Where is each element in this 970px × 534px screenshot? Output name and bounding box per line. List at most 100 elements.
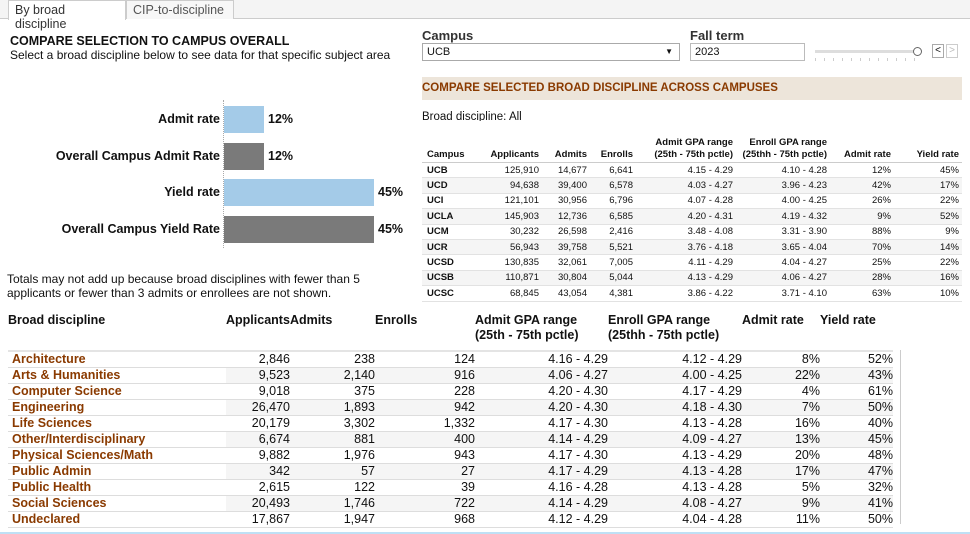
cell: 12,736 [542, 208, 590, 225]
cell: 4.14 - 4.29 [475, 431, 608, 448]
cell: 6,578 [590, 177, 636, 194]
campus-row[interactable]: UCI 121,101 30,956 6,796 4.07 - 4.28 4.00 - 4… [422, 193, 962, 210]
campus-row[interactable]: UCSC 68,845 43,054 4,381 3.86 - 4.22 3.71 - 4… [422, 285, 962, 302]
row-label[interactable]: Life Sciences [8, 415, 226, 432]
tab-cip-to-discipline[interactable]: CIP-to-discipline [126, 0, 234, 19]
discipline-row[interactable]: Architecture 2,846 238 124 4.16 - 4.29 4.12 -… [8, 350, 893, 368]
cell: 13% [742, 431, 820, 448]
column-header: Broad discipline [8, 313, 106, 327]
overview-title: COMPARE SELECTION TO CAMPUS OVERALL [10, 34, 290, 48]
row-label: UCSC [422, 285, 472, 302]
slider-handle[interactable] [913, 47, 922, 56]
cell: 4.10 - 4.28 [736, 162, 830, 179]
column-header: Admits [290, 313, 333, 327]
campus-row[interactable]: UCLA 145,903 12,736 6,585 4.20 - 4.31 4.19 - … [422, 208, 962, 225]
bar[interactable] [224, 216, 374, 243]
bar-axis [223, 100, 224, 248]
discipline-row[interactable]: Public Health 2,615 122 39 4.16 - 4.28 4.13 -… [8, 479, 893, 496]
tab-by-broad-discipline[interactable]: By broad discipline [8, 0, 126, 31]
cell: 9,018 [226, 383, 290, 400]
row-label[interactable]: Arts & Humanities [8, 367, 226, 384]
campus-compare-table: Campus Applicants Admits Enrolls Admit GPA r… [422, 136, 962, 302]
row-label[interactable]: Physical Sciences/Math [8, 447, 226, 464]
discipline-row[interactable]: Other/Interdisciplinary 6,674 881 400 4.14 -… [8, 431, 893, 448]
discipline-row[interactable]: Public Admin 342 57 27 4.17 - 4.29 4.13 - 4.2… [8, 463, 893, 480]
cell: 26% [830, 193, 894, 210]
table-scrollbar[interactable] [900, 350, 901, 524]
cell: 6,674 [226, 431, 290, 448]
cell: 4.17 - 4.30 [475, 447, 608, 464]
cell: 2,615 [226, 479, 290, 496]
cell: 4.17 - 4.29 [608, 383, 742, 400]
row-label[interactable]: Undeclared [8, 511, 226, 528]
prev-term-button[interactable]: < [932, 44, 944, 58]
row-label[interactable]: Public Health [8, 479, 226, 496]
row-label[interactable]: Computer Science [8, 383, 226, 400]
row-label[interactable]: Architecture [8, 350, 226, 368]
cell: 61% [820, 383, 893, 400]
campus-row[interactable]: UCSD 130,835 32,061 7,005 4.11 - 4.29 4.04 - … [422, 254, 962, 271]
cell: 22% [894, 193, 962, 210]
row-label[interactable]: Engineering [8, 399, 226, 416]
term-slider[interactable] [815, 50, 918, 53]
column-header: Applicants [472, 136, 542, 163]
column-header: Admit GPA range (25th - 75th pctle) [475, 313, 579, 342]
cell: 1,746 [290, 495, 375, 512]
cell: 722 [375, 495, 475, 512]
row-label[interactable]: Public Admin [8, 463, 226, 480]
cell: 228 [375, 383, 475, 400]
cell: 56,943 [472, 239, 542, 256]
chevron-down-icon: ▼ [665, 47, 673, 56]
cell: 12% [830, 162, 894, 179]
campus-select[interactable]: UCB ▼ [422, 43, 680, 61]
cell: 41% [820, 495, 893, 512]
cell: 4.19 - 4.32 [736, 208, 830, 225]
bar-value: 45% [378, 222, 404, 236]
discipline-row[interactable]: Physical Sciences/Math 9,882 1,976 943 4.17 … [8, 447, 893, 464]
cell: 17% [742, 463, 820, 480]
row-label: UCM [422, 224, 472, 240]
campus-row[interactable]: UCM 30,232 26,598 2,416 3.48 - 4.08 3.31 - 3.… [422, 224, 962, 240]
discipline-row[interactable]: Undeclared 17,867 1,947 968 4.12 - 4.29 4.04 … [8, 511, 893, 528]
row-label[interactable]: Other/Interdisciplinary [8, 431, 226, 448]
cell: 4.18 - 4.30 [608, 399, 742, 416]
cell: 63% [830, 285, 894, 302]
cell: 52% [820, 350, 893, 368]
cell: 4.06 - 4.27 [475, 367, 608, 384]
bar-value: 45% [378, 185, 404, 199]
bar-label: Admit rate [158, 112, 220, 126]
bar[interactable] [224, 179, 374, 206]
discipline-table: Broad discipline Applicants Admits Enrolls A… [8, 313, 893, 528]
cell: 14,677 [542, 162, 590, 179]
broad-discipline-filter-label: Broad discipline: All [422, 111, 522, 121]
cell: 32% [820, 479, 893, 496]
cell: 400 [375, 431, 475, 448]
campus-row[interactable]: UCD 94,638 39,400 6,578 4.03 - 4.27 3.96 - 4.… [422, 177, 962, 194]
campus-row[interactable]: UCSB 110,871 30,804 5,044 4.13 - 4.29 4.06 - … [422, 270, 962, 287]
column-header: Admit rate [742, 313, 804, 327]
next-term-button[interactable]: > [946, 44, 958, 58]
cell: 2,846 [226, 350, 290, 368]
discipline-row[interactable]: Social Sciences 20,493 1,746 722 4.14 - 4.29… [8, 495, 893, 512]
discipline-row[interactable]: Computer Science 9,018 375 228 4.20 - 4.30 4.… [8, 383, 893, 400]
cell: 3.31 - 3.90 [736, 224, 830, 240]
cell: 4.13 - 4.28 [608, 463, 742, 480]
cell: 7% [742, 399, 820, 416]
discipline-row[interactable]: Arts & Humanities 9,523 2,140 916 4.06 - 4.2… [8, 367, 893, 384]
cell: 4.20 - 4.30 [475, 383, 608, 400]
bar[interactable] [224, 106, 264, 133]
cell: 4.00 - 4.25 [736, 193, 830, 210]
bar[interactable] [224, 143, 264, 170]
discipline-row[interactable]: Engineering 26,470 1,893 942 4.20 - 4.30 4.18… [8, 399, 893, 416]
cell: 9,523 [226, 367, 290, 384]
cell: 32,061 [542, 254, 590, 271]
cell: 70% [830, 239, 894, 256]
campus-row[interactable]: UCR 56,943 39,758 5,521 3.76 - 4.18 3.65 - 4.… [422, 239, 962, 256]
cell: 3.86 - 4.22 [636, 285, 736, 302]
fall-term-input[interactable]: 2023 [690, 43, 805, 61]
cell: 4.04 - 4.28 [608, 511, 742, 528]
discipline-row[interactable]: Life Sciences 20,179 3,302 1,332 4.17 - 4.30… [8, 415, 893, 432]
campus-row[interactable]: UCB 125,910 14,677 6,641 4.15 - 4.29 4.10 - 4… [422, 162, 962, 179]
cell: 4.16 - 4.29 [475, 350, 608, 368]
row-label[interactable]: Social Sciences [8, 495, 226, 512]
